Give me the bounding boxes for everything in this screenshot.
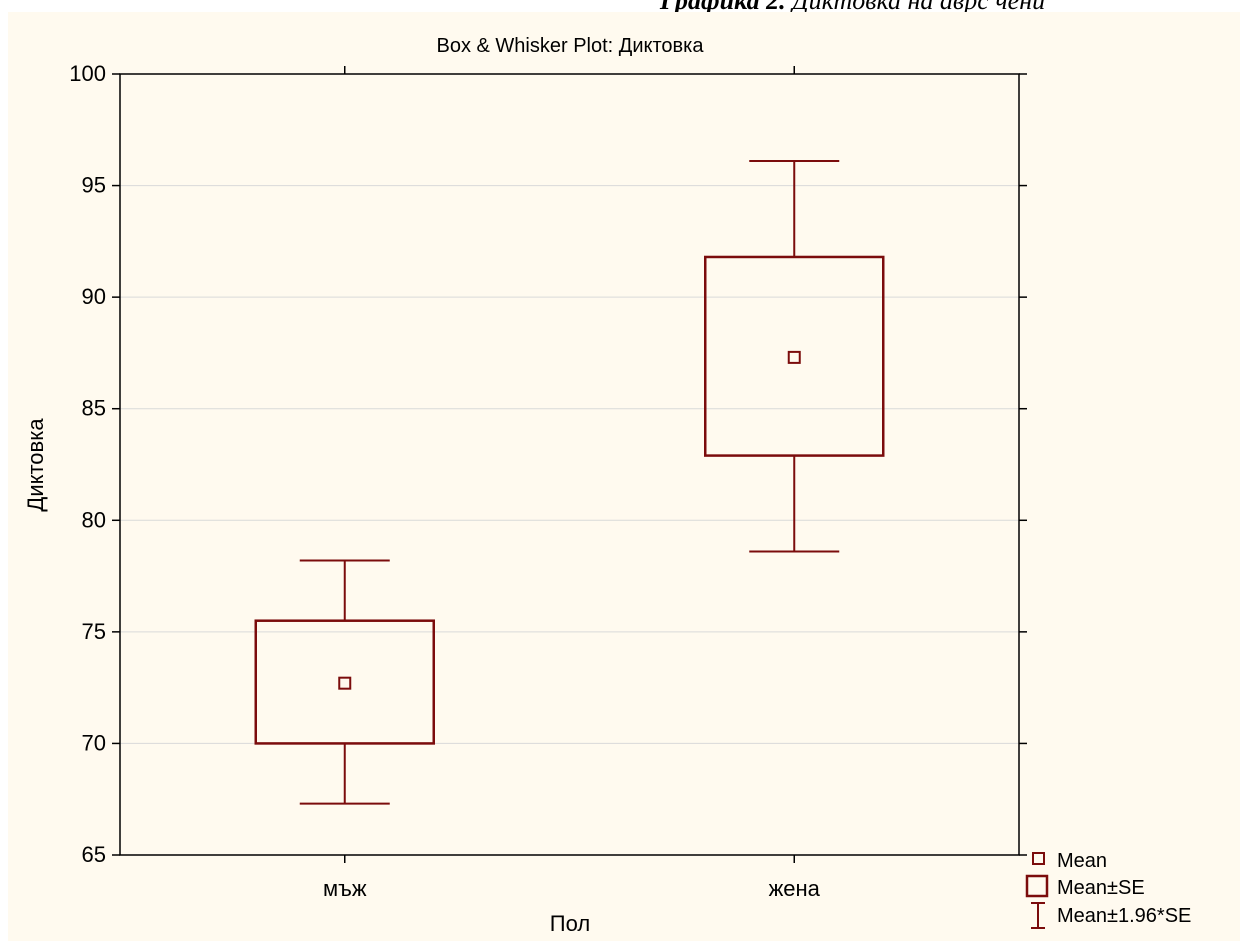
y-tick-label: 80 — [82, 507, 106, 532]
legend-ci-label: Mean±1.96*SE — [1057, 905, 1191, 927]
x-tick-label: жена — [769, 876, 821, 901]
y-tick-label: 85 — [82, 396, 106, 421]
chart-panel — [8, 12, 1240, 941]
legend-mean-label: Mean — [1057, 850, 1107, 872]
caption-label: Графика 2. — [660, 0, 786, 15]
se-box — [254, 619, 435, 745]
mean-marker — [338, 676, 352, 690]
x-axis-label: Пол — [550, 911, 590, 936]
chart-title: Box & Whisker Plot: Диктовка — [437, 35, 705, 57]
legend-mean-symbol — [1032, 852, 1045, 865]
figure-caption: Графика 2. Диктовка на аврс чени — [660, 0, 1045, 16]
y-axis-label: Диктовка — [23, 418, 48, 512]
se-box — [704, 255, 885, 457]
y-tick-label: 95 — [82, 173, 106, 198]
y-tick-label: 90 — [82, 284, 106, 309]
y-tick-label: 75 — [82, 619, 106, 644]
y-tick-label: 100 — [69, 61, 106, 86]
legend: Mean Mean±SE Mean±1.96*SE — [1025, 850, 1191, 929]
legend-se-label: Mean±SE — [1057, 877, 1145, 899]
tick-layer: 65 70 75 80 85 90 95 100 мъж жена — [69, 61, 1027, 901]
y-tick-label: 70 — [82, 730, 106, 755]
mean-marker — [787, 350, 801, 364]
mark-layer — [254, 160, 885, 805]
plot-frame — [119, 73, 1020, 856]
legend-se-symbol — [1025, 874, 1049, 898]
x-tick-label: мъж — [323, 876, 367, 901]
y-tick-label: 65 — [82, 842, 106, 867]
caption-text: Диктовка на аврс чени — [792, 0, 1046, 15]
